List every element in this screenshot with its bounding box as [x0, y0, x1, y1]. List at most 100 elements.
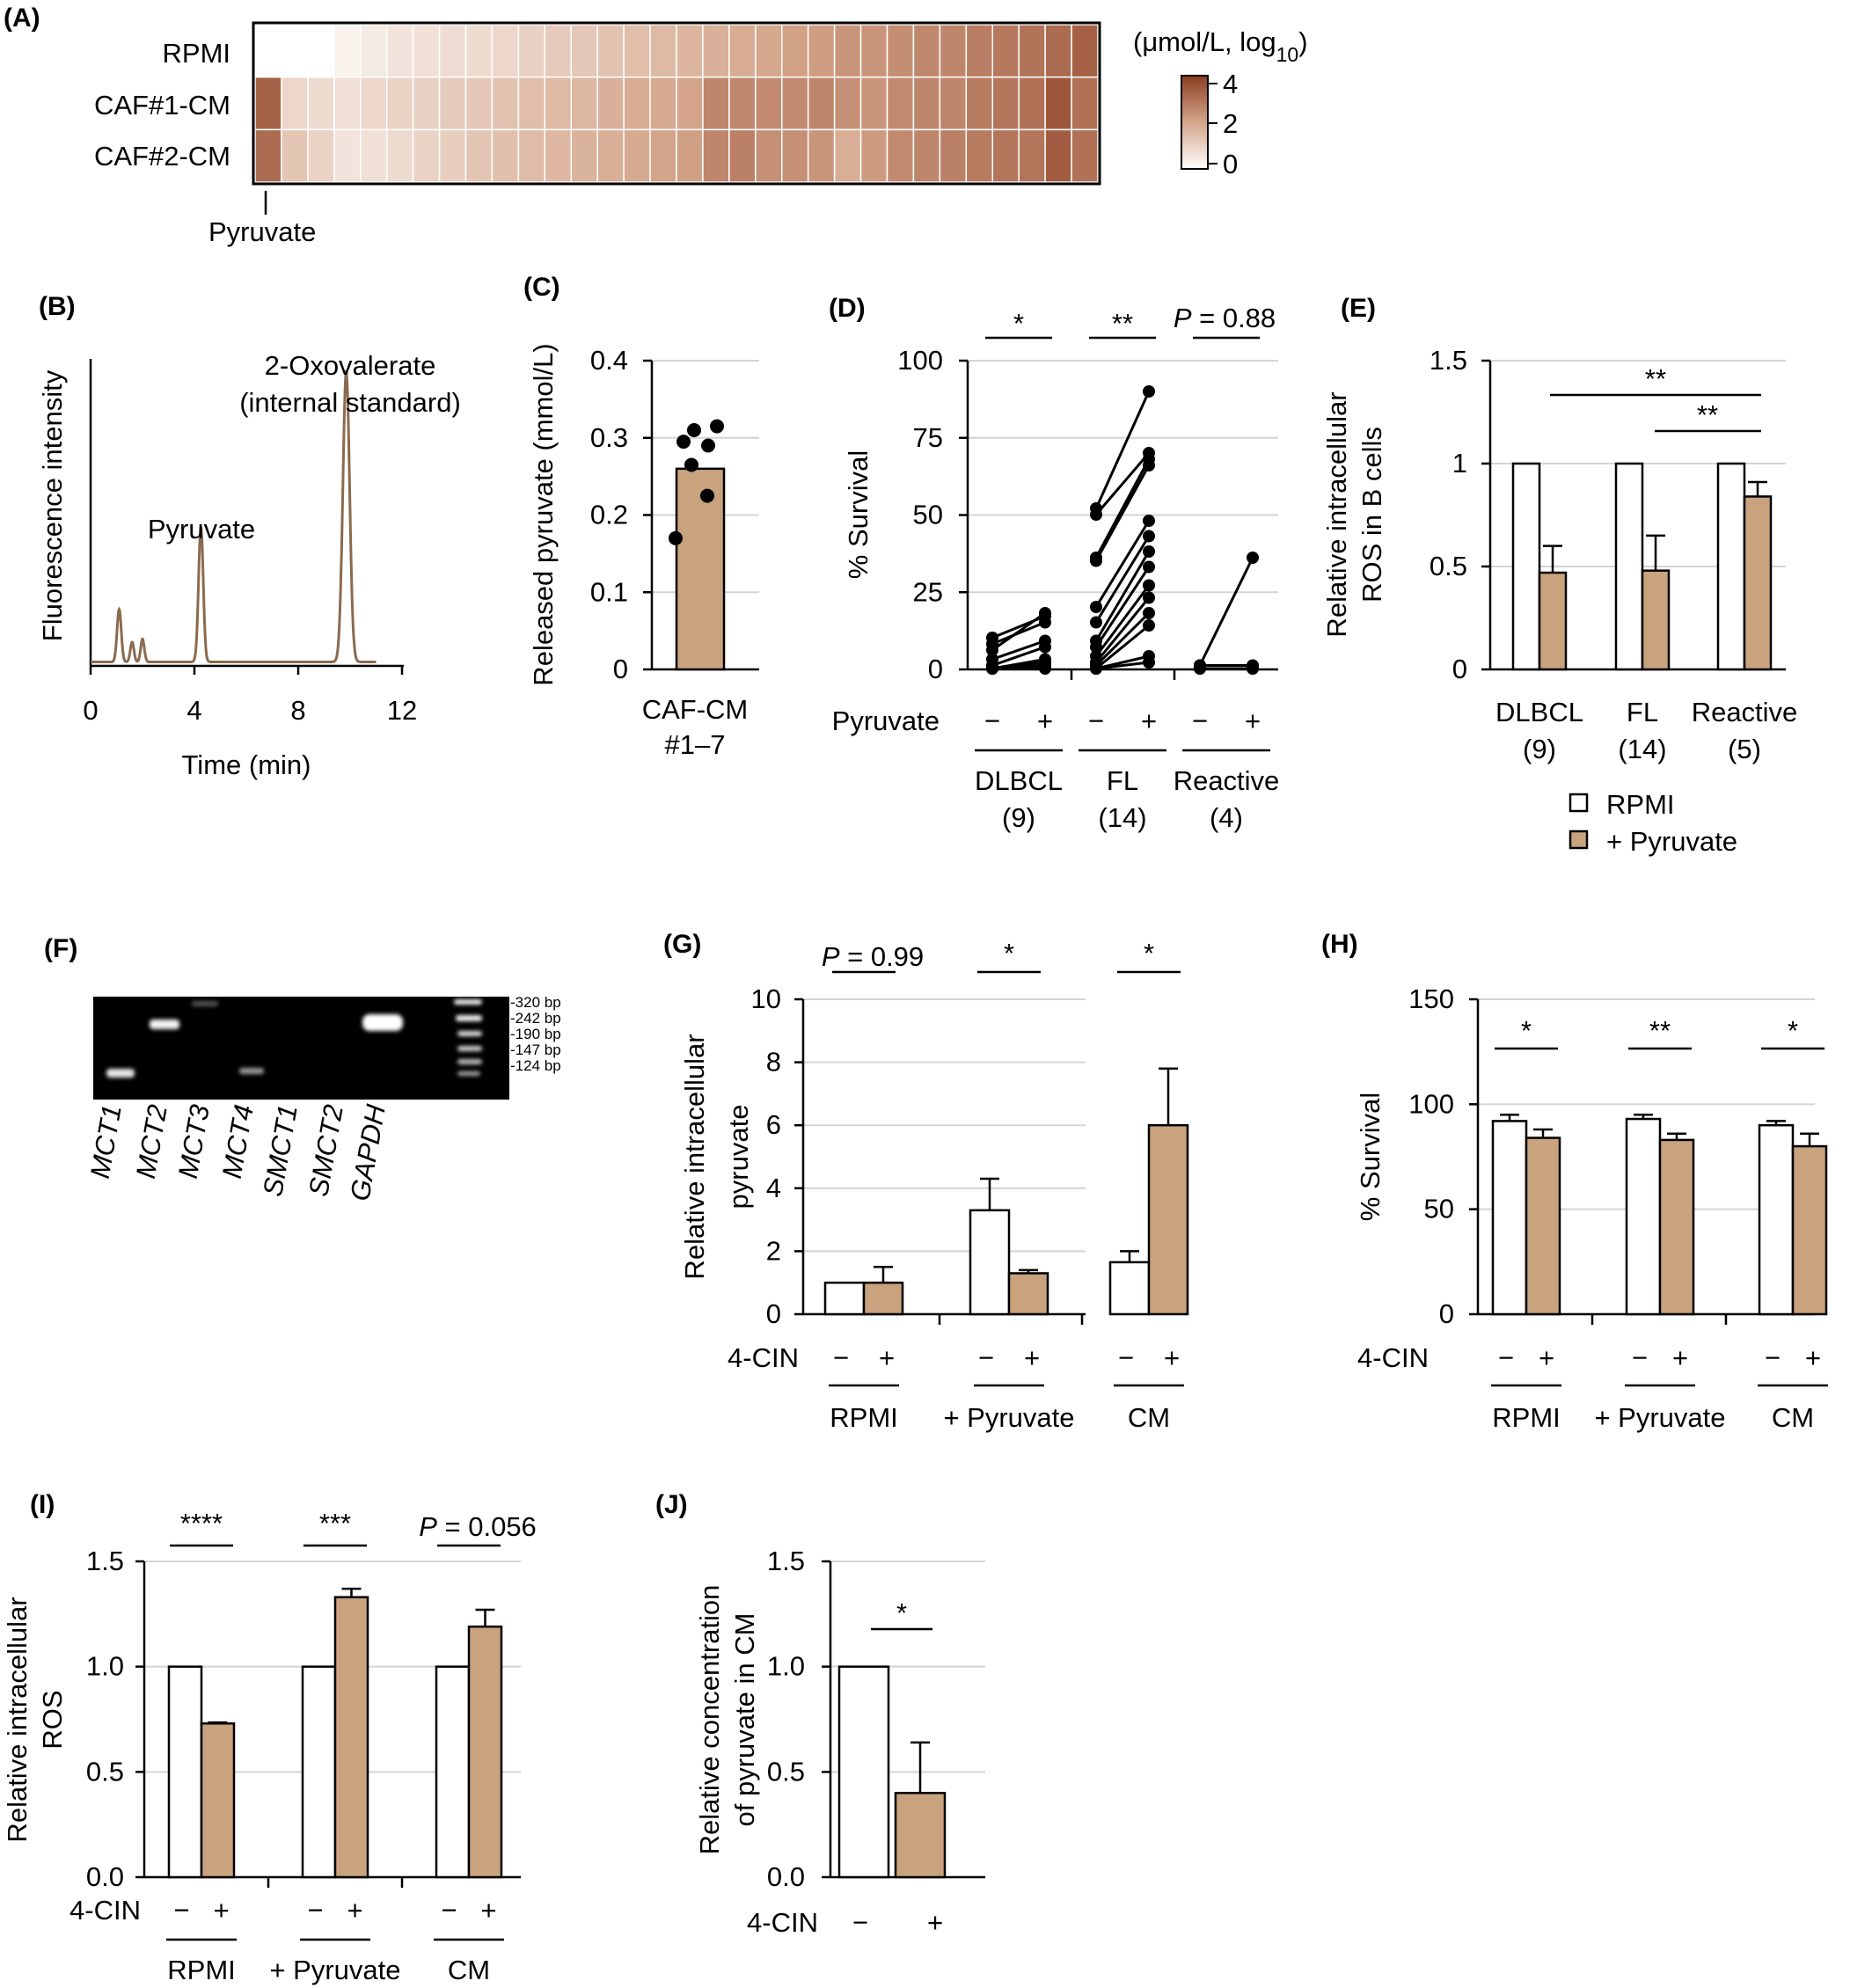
y-tick-label: 6 [766, 1109, 781, 1140]
group-n: (14) [1098, 802, 1146, 833]
data-point [1143, 385, 1155, 398]
colorbar-tick-label: 0 [1223, 149, 1238, 179]
bar [167, 1665, 203, 1879]
heatmap-cell [649, 24, 677, 78]
heatmap-cell [702, 76, 730, 131]
bar [1491, 1120, 1528, 1316]
bar [200, 1722, 236, 1879]
y-tick-label: 10 [751, 983, 781, 1014]
sig-mark: ** [1649, 1015, 1671, 1046]
heatmap-cell [1044, 24, 1072, 78]
minus-label: − [852, 1907, 868, 1938]
heatmap-cell [755, 24, 783, 78]
e-bars [1511, 462, 1773, 671]
sig-mark: * [1521, 1015, 1532, 1046]
heatmap-cell [1071, 24, 1099, 78]
p-symbol: P [419, 1511, 437, 1542]
data-point [1090, 601, 1102, 613]
panel-d: (D) 0 25 50 75 100 % Survival Pyruvate − + DLB… [829, 294, 1279, 833]
heatmap-cell [807, 128, 836, 183]
bar [333, 1596, 369, 1879]
bar [435, 1665, 471, 1879]
panel-c: (C) 0 0.1 0.2 0.3 0.4 CAF-CM #1–7 Released p… [523, 273, 759, 760]
y-tick-label: 1.0 [767, 1651, 805, 1682]
x-tick-label: 12 [387, 695, 417, 726]
minus-label: − [978, 1342, 994, 1373]
bar [1007, 1272, 1049, 1316]
gel-band [362, 1014, 403, 1031]
sig-mark: * [1144, 938, 1154, 968]
heatmap-cell [464, 24, 494, 78]
bar [467, 1625, 503, 1879]
ladder-label: -242 bp [510, 1010, 561, 1027]
ladder-band [457, 1071, 480, 1076]
p-symbol: P [822, 941, 840, 972]
lane-label: SMCT2 [303, 1102, 349, 1199]
minus-label: − [1498, 1342, 1514, 1373]
g-gridlines [803, 998, 1086, 1253]
plus-label: + [1805, 1342, 1821, 1373]
heatmap-cell [360, 24, 388, 78]
heatmap-cell [412, 128, 441, 183]
heatmap-cell [438, 76, 467, 131]
colorbar-tick-label: 2 [1223, 108, 1238, 139]
panel-g: (G) 0 2 4 6 8 10 Relative intracellular pyruva… [663, 930, 1189, 1433]
bar [1716, 462, 1746, 671]
y-tick-label: 75 [913, 422, 943, 453]
plus-label: + [1164, 1342, 1180, 1373]
heatmap-cell [728, 76, 757, 131]
heatmap-cell [676, 24, 704, 78]
pair-line [1094, 584, 1151, 657]
chromatogram-trace [91, 369, 377, 663]
panel-f: (F) -320 bp -242 bp -190 bp -147 bp -124… [44, 934, 561, 1203]
heatmap-cell [991, 76, 1020, 131]
data-point [1143, 515, 1155, 527]
y-tick-label: 1.5 [1430, 345, 1467, 376]
data-point [1090, 616, 1102, 629]
heatmap-cell [781, 76, 809, 131]
y-axis-title: % Survival [1355, 1093, 1386, 1221]
lane-label: MCT2 [130, 1102, 173, 1180]
y-axis-title: Released pyruvate (mmol/L) [528, 343, 559, 685]
panel-d-label: (D) [829, 294, 866, 323]
y-tick-label: 8 [766, 1047, 781, 1078]
sig-mark: *** [319, 1508, 351, 1539]
x-axis-title: Time (min) [182, 749, 311, 780]
plus-label: + [480, 1895, 496, 1926]
x-tick-label: 8 [290, 695, 305, 726]
legend-label: + Pyruvate [1606, 826, 1737, 857]
y-tick-label: 1.5 [86, 1546, 124, 1576]
y-tick-label: 4 [766, 1173, 781, 1203]
bar [1743, 495, 1773, 671]
group-label: + Pyruvate [269, 1955, 400, 1985]
pair-line [1094, 452, 1151, 515]
y-tick-label: 25 [913, 576, 943, 607]
pair-line [1095, 661, 1150, 670]
heatmap-cell [939, 24, 968, 78]
heatmap-cell [596, 128, 625, 183]
heatmap-cell [491, 128, 520, 183]
y-tick-label: 0.3 [590, 422, 628, 453]
minus-label: − [1192, 705, 1208, 736]
d-group-labels: − +DLBCL(9)*− +FL(14)**− +Reactive(4)P = 0.… [975, 303, 1279, 833]
pair-line [1094, 464, 1151, 562]
data-point [701, 438, 715, 453]
panel-i-label: (I) [30, 1490, 55, 1519]
row-label: 4-CIN [1357, 1342, 1429, 1373]
peak-annotation: 2-Oxovalerate [265, 350, 436, 381]
y-tick-label: 0.5 [767, 1756, 805, 1787]
panel-e: (E) 0 0.5 1 1.5 Relative intracellular ROS i… [1321, 294, 1797, 857]
heatmap-cell [912, 76, 941, 131]
heatmap-cell [254, 24, 282, 78]
colorbar [1181, 75, 1209, 170]
panel-j-label: (J) [655, 1490, 688, 1519]
gel-bands [106, 999, 482, 1078]
data-point [986, 644, 998, 656]
data-point [676, 435, 691, 449]
minus-label: − [1088, 705, 1104, 736]
lane-label: MCT1 [84, 1102, 128, 1180]
data-point [1039, 662, 1051, 675]
data-point [669, 530, 683, 545]
bar [1511, 462, 1541, 671]
